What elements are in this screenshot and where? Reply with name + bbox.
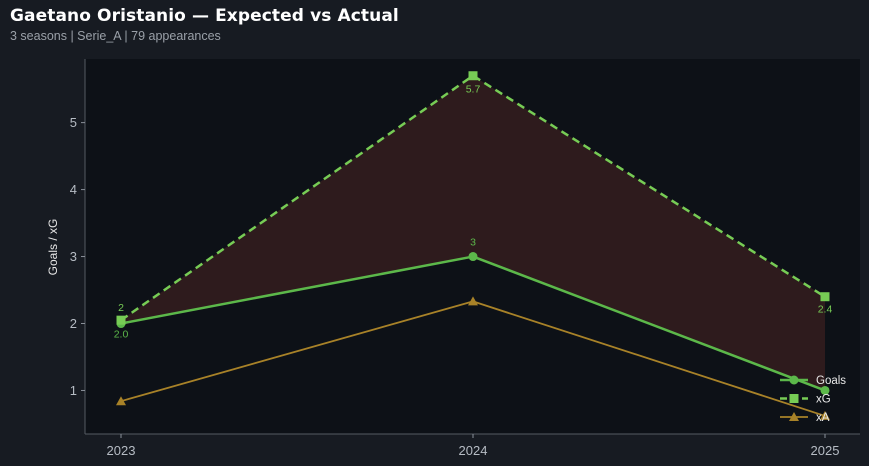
x-tick-label: 2025 <box>811 443 840 458</box>
chart-header: Gaetano Oristanio — Expected vs Actual 3… <box>10 6 399 43</box>
legend-marker-xa <box>789 412 799 421</box>
point-xa <box>116 396 126 406</box>
data-label-xg: 2.4 <box>818 304 833 316</box>
y-tick-label: 3 <box>70 249 77 264</box>
data-labels: 2.0 3 2 5.7 2.4 <box>114 84 833 341</box>
point-xa <box>820 410 830 420</box>
data-label-goals: 2.0 <box>114 329 129 341</box>
point-goals <box>820 385 830 395</box>
difference-fill-area <box>121 75 825 391</box>
point-goals <box>468 252 478 262</box>
legend-marker-xg <box>789 394 799 403</box>
point-xg <box>116 315 126 325</box>
series-line-xg <box>120 74 826 322</box>
legend-label-xa: xA <box>816 412 830 424</box>
x-tick-label: 2024 <box>459 443 488 458</box>
x-tick-label: 2023 <box>107 443 136 458</box>
chart-title: Gaetano Oristanio — Expected vs Actual <box>10 6 399 26</box>
legend: Goals xG xA <box>780 375 846 424</box>
series-layer <box>116 71 830 420</box>
data-label-goals: 3 <box>470 237 476 249</box>
chart-subtitle: 3 seasons | Serie_A | 79 appearances <box>10 29 221 43</box>
y-tick-label: 5 <box>70 115 77 130</box>
y-axis-label: Goals / xG <box>46 219 60 276</box>
legend-label-xg: xG <box>816 394 831 406</box>
y-tick-label: 4 <box>70 182 77 197</box>
data-label-xg: 5.7 <box>466 84 481 96</box>
point-xg <box>820 292 830 302</box>
legend-label-goals: Goals <box>816 375 846 387</box>
y-tick-label: 2 <box>70 316 77 331</box>
point-xg <box>468 71 478 81</box>
point-xa <box>468 296 478 306</box>
y-tick-label: 1 <box>70 383 77 398</box>
data-label-xg: 2 <box>118 302 124 314</box>
legend-marker-goals <box>789 375 799 385</box>
x-ticks: 2023 2024 2025 <box>107 434 840 458</box>
y-ticks: 1 2 3 4 5 <box>70 115 85 398</box>
